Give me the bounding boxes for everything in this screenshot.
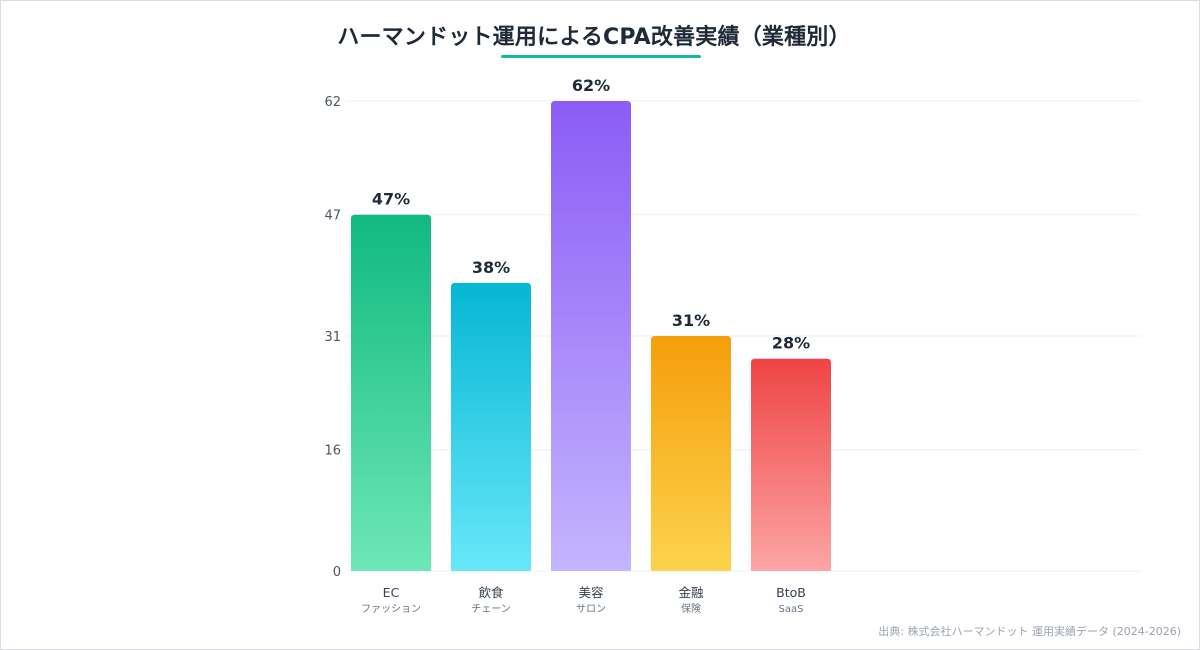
title-underline [501,55,701,58]
x-category-label: EC [383,585,400,600]
bar-value-label: 62% [572,76,610,95]
bars [351,101,831,572]
y-tick-label: 0 [333,565,341,580]
y-axis-ticks: 0 16 31 47 62 [324,95,341,580]
x-category-sublabel: チェーン [471,603,511,615]
x-category-sublabel: 保険 [681,602,701,615]
bar-value-label: 38% [472,258,510,277]
bar-飲食 [451,282,531,571]
source-note: 出典: 株式会社ハーマンドット 運用実績データ (2024-2026) [878,625,1181,638]
value-labels: 47% 38% 62% 31% 28% [372,76,810,353]
x-category-label: 金融 [678,585,704,600]
bar-btob [751,358,831,571]
x-category-label: 飲食 [478,585,504,600]
bar-value-label: 47% [372,190,410,209]
x-category-label: 美容 [578,585,603,600]
x-category-label: BtoB [776,585,806,600]
chart-title: ハーマンドット運用によるCPA改善実績（業種別） [337,25,851,50]
y-tick-label: 62 [324,95,341,110]
x-category-sublabel: SaaS [779,604,804,615]
bar-value-label: 31% [672,311,710,330]
y-tick-label: 16 [324,444,341,459]
y-tick-label: 47 [324,209,341,224]
bar-金融 [651,336,731,571]
bar-美容 [551,101,631,571]
bar-value-label: 28% [772,334,810,353]
y-tick-label: 31 [324,330,341,345]
x-category-sublabel: サロン [576,603,606,615]
bar-ec [351,214,431,572]
x-category-sublabel: ファッション [361,604,421,615]
